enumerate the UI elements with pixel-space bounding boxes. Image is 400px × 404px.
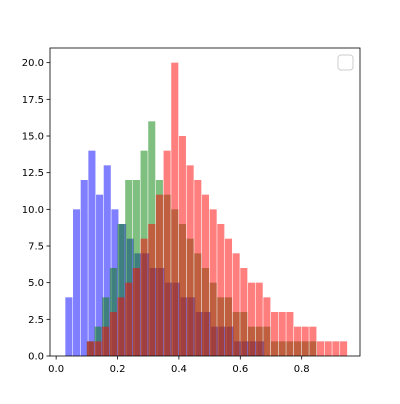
x-tick-label: 0.2 xyxy=(110,364,126,375)
x-tick-label: 0.6 xyxy=(232,364,248,375)
y-tick-label: 20.0 xyxy=(22,58,44,69)
bar xyxy=(102,326,110,356)
bar xyxy=(294,326,302,356)
bar xyxy=(140,238,148,356)
bar xyxy=(125,282,133,356)
bar xyxy=(255,282,263,356)
y-tick-label: 0.0 xyxy=(28,352,44,363)
bar xyxy=(132,268,140,356)
bar xyxy=(86,341,94,356)
bar xyxy=(309,326,317,356)
bar xyxy=(340,341,348,356)
x-tick-label: 0.4 xyxy=(171,364,187,375)
bar xyxy=(224,238,233,356)
bar xyxy=(194,180,202,356)
bar xyxy=(286,312,294,356)
bar xyxy=(270,312,279,356)
bar xyxy=(80,180,88,356)
bar xyxy=(178,136,186,356)
bar xyxy=(65,297,73,356)
x-tick-label: 0.8 xyxy=(294,364,310,375)
bar xyxy=(317,341,325,356)
y-tick-label: 5.0 xyxy=(28,278,44,289)
bar xyxy=(73,209,81,356)
plot-area xyxy=(65,62,348,357)
bar xyxy=(324,341,332,356)
bar xyxy=(117,297,125,356)
bar xyxy=(301,326,309,356)
bar xyxy=(117,224,125,356)
y-tick-label: 2.5 xyxy=(28,315,44,326)
y-tick-label: 12.5 xyxy=(22,168,44,179)
bar xyxy=(217,224,225,356)
bar xyxy=(263,297,271,356)
legend-box xyxy=(337,54,354,71)
bar xyxy=(278,312,286,356)
bar xyxy=(186,165,194,356)
axes-frame xyxy=(49,47,361,357)
bar xyxy=(96,194,104,356)
x-tick-label: 0.0 xyxy=(48,364,64,375)
bar xyxy=(171,62,179,357)
bar xyxy=(201,194,210,356)
bar xyxy=(209,209,217,356)
bar xyxy=(240,268,248,356)
y-tick-label: 7.5 xyxy=(28,242,44,253)
bar xyxy=(148,224,156,356)
bar xyxy=(155,194,163,356)
y-tick-label: 15.0 xyxy=(22,132,44,143)
bar xyxy=(247,282,256,356)
bar xyxy=(94,326,102,356)
bar xyxy=(163,150,171,356)
bar xyxy=(109,312,117,356)
bar xyxy=(103,165,111,356)
y-tick-label: 10.0 xyxy=(22,205,44,216)
bar xyxy=(232,253,240,356)
y-tick-label: 17.5 xyxy=(22,95,44,106)
bar xyxy=(94,341,102,356)
bar xyxy=(125,180,133,356)
bar xyxy=(332,341,340,356)
bar xyxy=(88,150,96,356)
